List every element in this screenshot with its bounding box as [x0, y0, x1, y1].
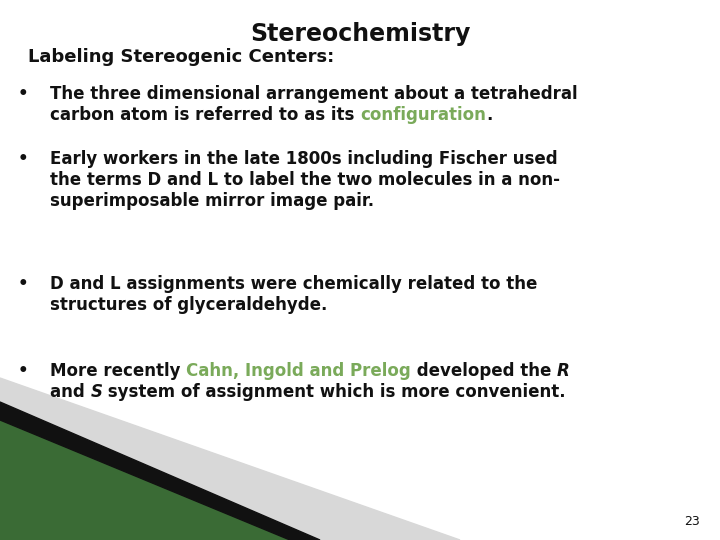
- Text: configuration: configuration: [360, 106, 486, 124]
- Text: •: •: [18, 150, 29, 168]
- Text: .: .: [486, 106, 492, 124]
- Text: S: S: [91, 383, 102, 401]
- Text: •: •: [18, 275, 29, 293]
- Text: 23: 23: [684, 515, 700, 528]
- Text: D and L assignments were chemically related to the
structures of glyceraldehyde.: D and L assignments were chemically rela…: [50, 275, 537, 314]
- Text: Stereochemistry: Stereochemistry: [250, 22, 470, 46]
- Text: Labeling Stereogenic Centers:: Labeling Stereogenic Centers:: [28, 48, 334, 66]
- Text: More recently: More recently: [50, 362, 186, 380]
- Text: The three dimensional arrangement about a tetrahedral: The three dimensional arrangement about …: [50, 85, 577, 103]
- Polygon shape: [0, 378, 460, 540]
- Polygon shape: [0, 402, 320, 540]
- Text: R: R: [557, 362, 570, 380]
- Text: •: •: [18, 362, 29, 380]
- Text: developed the: developed the: [411, 362, 557, 380]
- Polygon shape: [0, 420, 290, 540]
- Text: carbon atom is referred to as its: carbon atom is referred to as its: [50, 106, 360, 124]
- Text: system of assignment which is more convenient.: system of assignment which is more conve…: [102, 383, 566, 401]
- Text: and: and: [50, 383, 91, 401]
- Text: •: •: [18, 85, 29, 103]
- Text: Early workers in the late 1800s including Fischer used
the terms D and L to labe: Early workers in the late 1800s includin…: [50, 150, 560, 210]
- Text: Cahn, Ingold and Prelog: Cahn, Ingold and Prelog: [186, 362, 411, 380]
